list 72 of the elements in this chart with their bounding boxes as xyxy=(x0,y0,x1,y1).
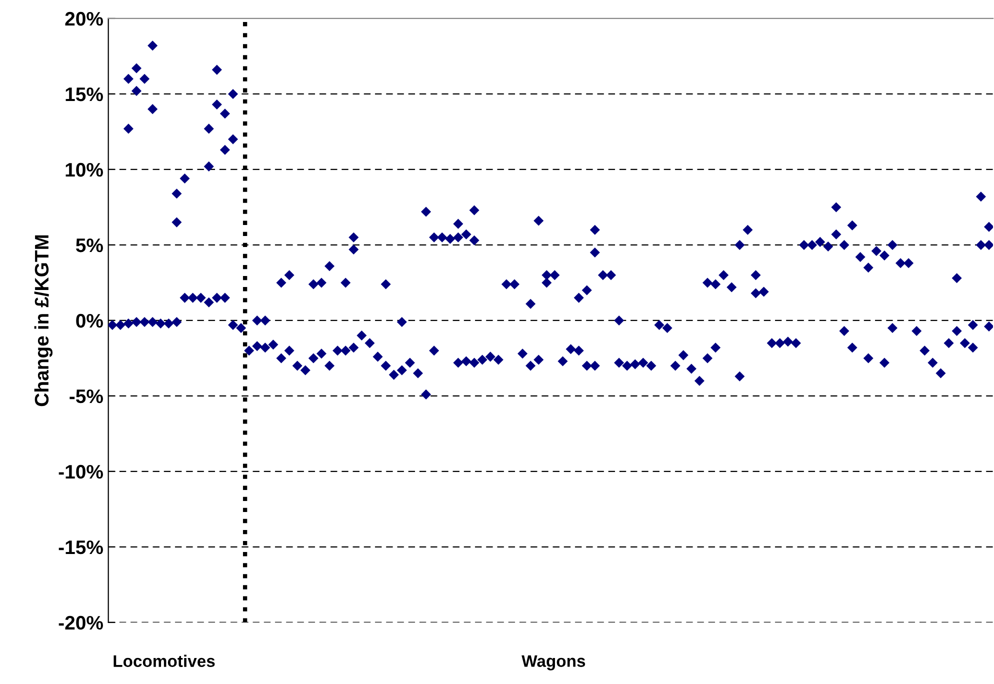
point xyxy=(847,220,858,230)
y-axis-title: Change in £/KGTM xyxy=(34,235,53,406)
y-tick-label: 0% xyxy=(76,314,103,328)
point xyxy=(220,108,230,119)
point xyxy=(172,217,182,228)
point xyxy=(614,315,624,326)
point xyxy=(276,278,286,288)
point xyxy=(984,222,994,232)
point xyxy=(590,248,600,258)
point xyxy=(984,321,994,332)
point xyxy=(542,270,552,280)
point xyxy=(469,235,480,246)
y-tick-label: -10% xyxy=(58,464,103,479)
point xyxy=(831,202,842,212)
point xyxy=(348,232,359,242)
point xyxy=(396,316,407,327)
point xyxy=(421,206,432,217)
point xyxy=(469,205,480,216)
point xyxy=(534,216,544,226)
point xyxy=(172,188,182,199)
point xyxy=(180,174,190,184)
point xyxy=(212,64,222,75)
point xyxy=(839,240,850,250)
point xyxy=(148,40,158,51)
point xyxy=(968,320,978,330)
point xyxy=(123,74,134,84)
point xyxy=(123,124,134,134)
point xyxy=(952,273,962,284)
point xyxy=(131,86,142,96)
text: Wagons xyxy=(522,655,586,670)
point xyxy=(228,88,238,99)
y-tick-label: 10% xyxy=(66,162,103,177)
point xyxy=(734,371,745,382)
point xyxy=(340,278,351,288)
point xyxy=(324,261,335,272)
point xyxy=(316,278,326,288)
y-tick-label: -20% xyxy=(58,616,103,630)
point xyxy=(220,144,230,155)
point xyxy=(228,134,238,144)
point xyxy=(429,232,440,242)
point xyxy=(702,278,713,288)
point xyxy=(284,270,294,280)
y-tick-label: 5% xyxy=(76,238,103,252)
point xyxy=(461,229,472,240)
point xyxy=(260,315,270,326)
point xyxy=(863,353,874,364)
point xyxy=(453,232,464,242)
point xyxy=(582,285,592,296)
text: Locomotives xyxy=(114,654,215,668)
point xyxy=(879,250,890,261)
point xyxy=(204,161,214,172)
point xyxy=(212,100,222,110)
y-tick-label: -15% xyxy=(58,540,103,554)
point xyxy=(348,244,359,254)
point xyxy=(131,63,142,74)
point xyxy=(710,279,721,290)
point xyxy=(380,279,391,290)
point xyxy=(590,224,600,235)
point xyxy=(887,240,898,250)
point xyxy=(148,104,158,114)
point xyxy=(204,124,214,134)
point xyxy=(976,192,986,202)
point xyxy=(526,298,536,309)
y-tick-label: 20% xyxy=(65,12,103,26)
point xyxy=(574,292,584,303)
point xyxy=(308,279,318,290)
y-tick-label: 15% xyxy=(66,87,103,102)
point xyxy=(140,74,150,84)
point xyxy=(453,218,464,229)
point xyxy=(252,315,262,326)
point xyxy=(750,288,761,298)
y-tick-label: -5% xyxy=(70,389,103,404)
